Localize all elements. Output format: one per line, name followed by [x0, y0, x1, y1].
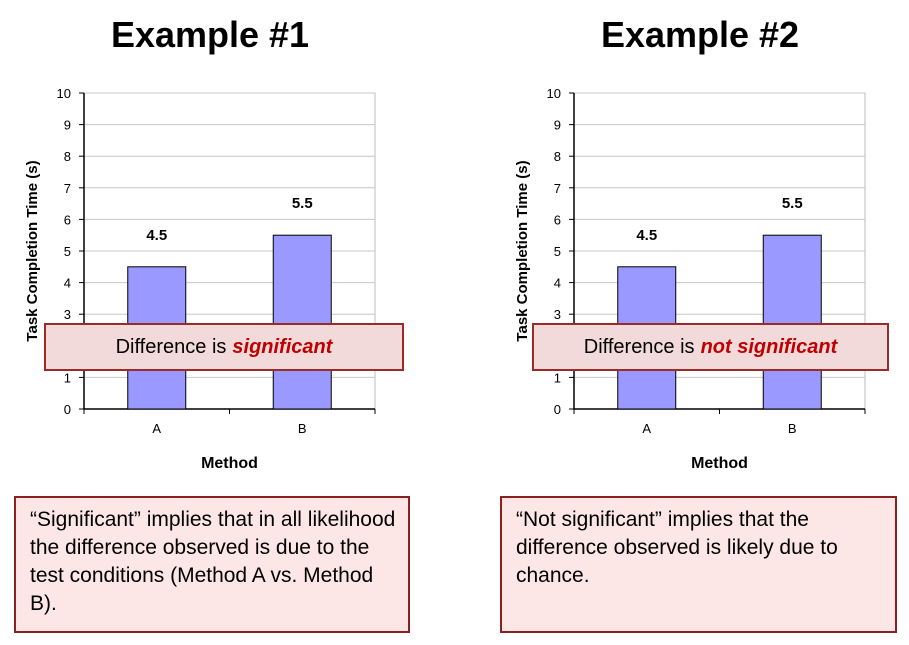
banner-prefix: Difference is: [115, 335, 227, 358]
y-tick-label: 7: [64, 181, 71, 196]
y-tick-label: 0: [64, 402, 71, 417]
y-tick-label: 5: [64, 244, 71, 259]
explanation-note-example-2: “Not significant” implies that the diffe…: [500, 496, 897, 633]
x-axis-title: Method: [201, 455, 258, 472]
y-axis-title: Task Completion Time (s): [514, 160, 531, 341]
y-tick-label: 4: [554, 276, 561, 291]
data-label: 4.5: [636, 227, 657, 244]
y-tick-label: 8: [554, 149, 561, 164]
y-tick-label: 3: [554, 307, 561, 322]
x-tick-label: B: [298, 421, 307, 436]
y-tick-label: 3: [64, 307, 71, 322]
y-tick-label: 10: [57, 86, 71, 101]
y-tick-label: 6: [64, 212, 71, 227]
bar-b: [762, 234, 822, 410]
banner-prefix: Difference is: [583, 335, 695, 358]
x-axis-title: Method: [691, 455, 748, 472]
x-tick-label: A: [152, 421, 161, 436]
y-tick-label: 9: [64, 118, 71, 133]
x-tick-label: A: [642, 421, 651, 436]
y-axis-title: Task Completion Time (s): [24, 160, 41, 341]
bar-b: [272, 234, 332, 410]
data-label: 5.5: [782, 195, 803, 212]
y-tick-label: 6: [554, 212, 561, 227]
data-label: 5.5: [292, 195, 313, 212]
y-tick-label: 0: [554, 402, 561, 417]
significance-banner-example-2: Difference is not significant: [532, 323, 889, 371]
y-tick-label: 1: [64, 370, 71, 385]
y-tick-label: 1: [554, 370, 561, 385]
example-1-title: Example #1: [110, 14, 310, 55]
y-tick-label: 10: [547, 86, 561, 101]
banner-emphasis: significant: [232, 335, 333, 358]
y-tick-label: 7: [554, 181, 561, 196]
y-tick-label: 8: [64, 149, 71, 164]
banner-emphasis: not significant: [700, 335, 838, 358]
y-tick-label: 4: [64, 276, 71, 291]
example-2-title: Example #2: [600, 14, 800, 55]
y-tick-label: 5: [554, 244, 561, 259]
explanation-note-example-1: “Significant” implies that in all likeli…: [14, 496, 410, 633]
x-tick-label: B: [788, 421, 797, 436]
significance-banner-example-1: Difference is significant: [44, 323, 404, 371]
data-label: 4.5: [146, 227, 167, 244]
y-tick-label: 9: [554, 118, 561, 133]
